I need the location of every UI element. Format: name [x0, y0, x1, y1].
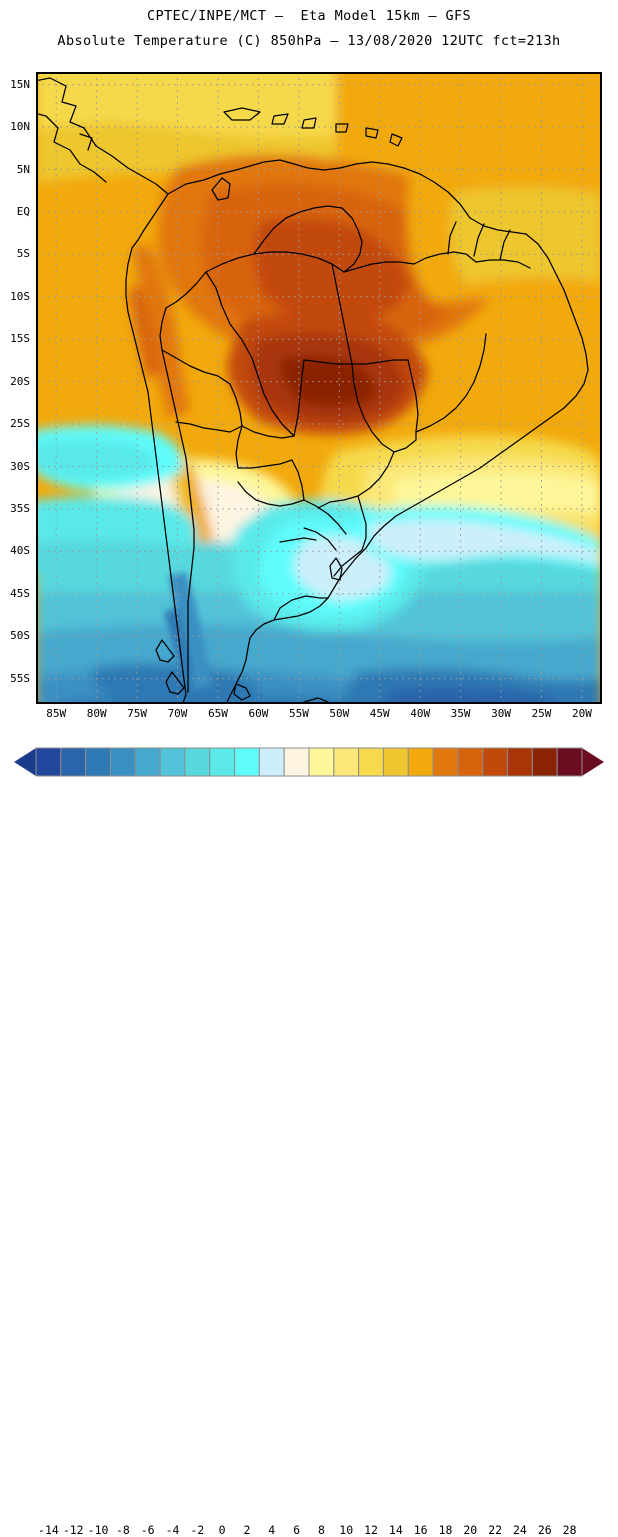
colorbar-cell: [457, 747, 484, 777]
colorbar-cell: [159, 747, 186, 777]
field-layer: [36, 72, 602, 704]
colorbar-cell: [482, 747, 509, 777]
lon-label-70W: 70W: [167, 707, 188, 720]
colorbar-cell: [60, 747, 87, 777]
colorbar-cells: [14, 747, 604, 777]
colorbar-cell: [109, 747, 136, 777]
colorbar-tick-label: 28: [562, 1523, 577, 1537]
colorbar[interactable]: -14 -12 -10 -8 -6 -4 -2 0 2 4 6 8 10 12 14 16 18 20 22 24 26…: [0, 744, 618, 1536]
colorbar-cell: [556, 747, 583, 777]
lat-label-35S: 35S: [10, 501, 30, 515]
lat-label-15S: 15S: [10, 332, 30, 346]
lat-label-5N: 5N: [16, 162, 30, 176]
lat-label-20S: 20S: [10, 374, 30, 388]
lon-label-25W: 25W: [531, 707, 552, 720]
colorbar-cell: [358, 747, 384, 777]
lat-label-50S: 50S: [10, 629, 30, 643]
colorbar-cell: [382, 747, 409, 777]
colorbar-cell: [308, 747, 335, 777]
model-title: CPTEC/INPE/MCT — Eta Model 15km — GFS: [146, 8, 472, 24]
lat-label-10S: 10S: [10, 289, 30, 303]
lon-label-50W: 50W: [329, 707, 350, 720]
colorbar-cell: [209, 747, 236, 777]
colorbar-cell: [184, 747, 211, 777]
lon-label-45W: 45W: [369, 707, 390, 720]
lat-label-25S: 25S: [10, 417, 30, 430]
colorbar-arrow-high: [582, 748, 604, 776]
lat-label-45S: 45S: [10, 586, 30, 600]
colorbar-cell: [333, 747, 360, 777]
lon-label-75W: 75W: [127, 707, 148, 720]
chart-header: CPTEC/INPE/MCT — Eta Model 15km — GFS Ab…: [0, 0, 618, 49]
lon-label-80W: 80W: [86, 707, 107, 720]
lon-label-30W: 30W: [491, 707, 512, 720]
lat-label-40S: 40S: [10, 544, 30, 558]
colorbar-cell: [432, 747, 459, 777]
colorbar-cell: [507, 747, 533, 777]
lat-label-15N: 15N: [10, 77, 30, 91]
lat-label-5S: 5S: [16, 247, 30, 261]
colorbar-cell: [35, 747, 62, 777]
lon-label-20W: 20W: [571, 707, 592, 720]
colorbar-cell: [85, 747, 111, 777]
variable-title: Absolute Temperature (C) 850hPa — 13/08/…: [57, 33, 561, 49]
colorbar-cell: [234, 747, 260, 777]
lat-label-EQ: EQ: [16, 204, 30, 218]
lon-label-55W: 55W: [288, 707, 309, 720]
colorbar-arrow-low: [14, 748, 36, 776]
temperature-field-svg: [36, 72, 602, 704]
lat-label-30S: 30S: [10, 459, 30, 473]
lon-label-65W: 65W: [208, 707, 228, 720]
lat-label-10N: 10N: [10, 120, 30, 134]
colorbar-cell: [258, 747, 285, 777]
lon-label-40W: 40W: [410, 707, 431, 720]
lon-label-60W: 60W: [248, 707, 269, 720]
temperature-map[interactable]: [36, 72, 602, 704]
colorbar-cell: [283, 747, 310, 777]
lon-label-35W: 35W: [450, 707, 471, 720]
colorbar-cell: [407, 747, 434, 777]
colorbar-cell: [531, 747, 558, 777]
lon-label-85W: 85W: [46, 707, 67, 720]
colorbar-svg: [14, 747, 604, 777]
lat-label-55S: 55S: [10, 671, 30, 685]
colorbar-cell: [134, 747, 161, 777]
coastline-layer: [36, 77, 589, 704]
